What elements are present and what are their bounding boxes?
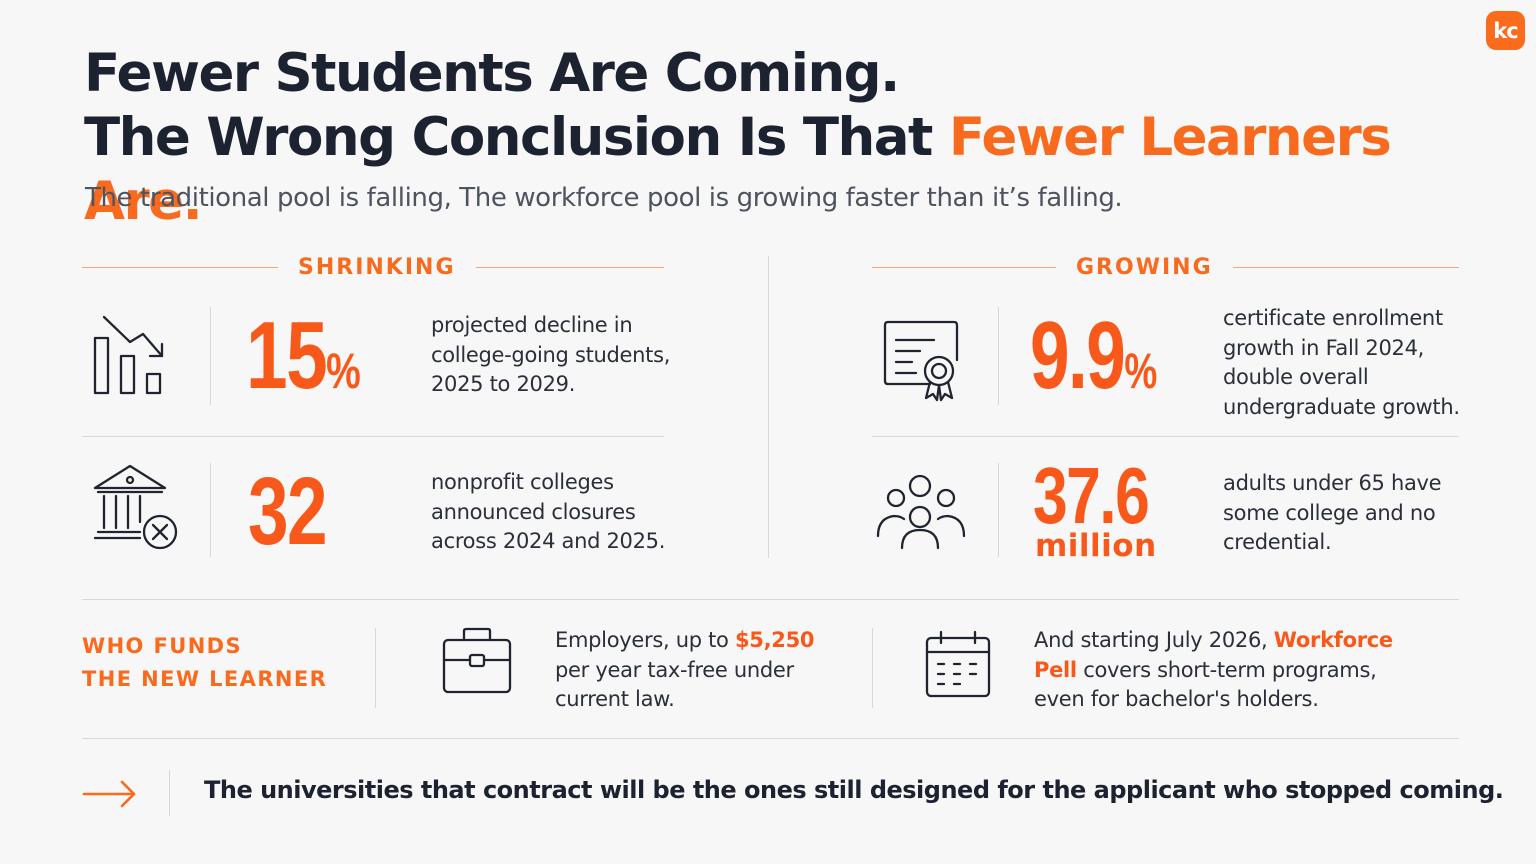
conclusion-divider [169,770,170,816]
pell-text-before: And starting July 2026, [1034,628,1274,652]
shrinking-item1-divider [210,307,211,405]
title-line-1: Fewer Students Are Coming. [84,43,900,104]
stat-value-9-9: 9.9% [1030,306,1157,421]
stat-37-6-description: adults under 65 have some college and no… [1223,471,1442,554]
growing-item1-divider [998,307,999,405]
employers-text-before: Employers, up to [555,628,735,652]
funding-divider-2 [872,628,873,708]
title-line-2-prefix: The Wrong Conclusion Is That [84,107,949,168]
shrinking-row-divider [82,436,664,437]
growing-rule-right [1232,266,1459,268]
pell-text-after: covers short-term programs, even for bac… [1034,657,1377,712]
calendar-icon [922,628,994,700]
people-group-icon [876,472,966,552]
college-closure-icon [90,462,182,554]
kc-logo: kc [1486,11,1525,50]
stat-value-15: 15% [246,306,361,421]
who-funds-label: WHO FUNDS THE NEW LEARNER [82,630,327,696]
stat-9-9-unit: % [1124,343,1158,399]
stat-15-description: projected decline in college-going stude… [431,313,671,396]
shrinking-rule-left [82,266,278,268]
page-title: Fewer Students Are Coming. The Wrong Con… [84,42,1464,234]
conclusion-top-divider [82,738,1459,739]
certificate-icon [882,318,962,404]
stat-9-9-number: 9.9 [1030,302,1126,409]
growing-row-divider [872,436,1459,437]
employers-text-after: per year tax-free under current law. [555,657,794,712]
workforce-pell-highlight: Workforce Pell [1034,628,1393,682]
stat-15-number: 15 [246,302,328,409]
stat-37-6-unit: million [1035,528,1157,564]
stat-9-9-description: certificate enrollment growth in Fall 20… [1223,306,1460,419]
growing-header: GROWING [872,253,1459,281]
title-line-2-accent: Fewer Learners Are. [84,107,1392,232]
workforce-pell-text: And starting July 2026, Workforce Pell c… [1034,626,1414,715]
shrinking-header: SHRINKING [82,253,664,281]
center-divider [768,256,769,558]
funding-divider-1 [375,628,376,708]
stat-32-description: nonprofit colleges announced closures ac… [431,470,666,553]
stat-value-32: 32 [248,458,328,565]
stat-15-unit: % [326,343,361,399]
funding-top-divider [82,599,1459,600]
conclusion-text: The universities that contract will be t… [204,776,1504,804]
who-funds-line-1: WHO FUNDS [82,634,243,658]
briefcase-icon [440,626,514,696]
arrow-right-icon [82,779,138,809]
employers-amount: $5,250 [734,628,815,652]
who-funds-line-2: THE NEW LEARNER [82,667,328,691]
growing-label: GROWING [1076,254,1213,280]
shrinking-rule-right [475,266,664,268]
employers-funding-text: Employers, up to $5,250 per year tax-fre… [555,626,825,715]
growing-rule-left [872,266,1056,268]
shrinking-label: SHRINKING [298,254,456,280]
growing-item2-divider [998,463,999,557]
title-line-2: The Wrong Conclusion Is That Fewer Learn… [84,106,1464,234]
page-subtitle: The traditional pool is falling, The wor… [85,183,1123,213]
declining-bar-chart-icon [88,312,168,398]
shrinking-item2-divider [210,463,211,557]
stat-value-37-6: 37.6 [1033,451,1150,540]
